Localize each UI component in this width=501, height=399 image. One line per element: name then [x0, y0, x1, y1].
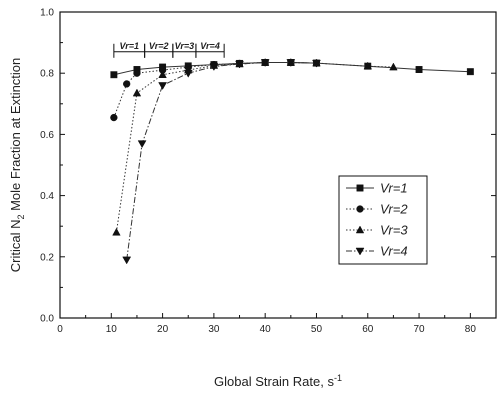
data-point	[123, 80, 131, 88]
y-tick-label: 0.4	[40, 191, 54, 202]
data-point	[235, 60, 244, 69]
legend-label: Vr=3	[380, 223, 408, 238]
annotations: Vr=1 Vr=2 Vr=3 Vr=4	[113, 41, 225, 58]
series-line	[115, 62, 394, 233]
data-point	[137, 140, 147, 149]
legend-label: Vr=2	[380, 202, 408, 217]
data-point	[363, 61, 372, 70]
data-point	[312, 59, 321, 68]
data-point	[132, 88, 142, 97]
x-tick-label: 40	[260, 324, 272, 335]
x-axis-title: Global Strain Rate, s-1	[214, 373, 342, 389]
x-tick-label: 20	[157, 324, 169, 335]
ticks: 0 10 20 30 40 50 60 70 80 0.0 0.2 0.4 0.6 0.8 1.0	[40, 8, 496, 335]
x-tick-label: 50	[311, 324, 323, 335]
x-tick-label: 30	[208, 324, 220, 335]
data-point	[286, 59, 296, 67]
y-tick-label: 0.6	[40, 130, 54, 141]
data-point	[133, 69, 141, 77]
data-point	[209, 63, 219, 71]
y-tick-label: 0.2	[40, 252, 54, 263]
legend-label: Vr=1	[380, 181, 408, 196]
legend: Vr=1 Vr=2 Vr=3 Vr=4	[338, 175, 428, 265]
legend-label: Vr=4	[380, 244, 408, 259]
legend-marker	[355, 247, 365, 256]
data-point	[415, 66, 423, 73]
legend-box	[338, 175, 428, 265]
data-point	[260, 59, 270, 67]
series-line	[113, 62, 317, 118]
data-point	[466, 68, 474, 76]
y-tick-label: 1.0	[40, 8, 54, 19]
annotation-label: Vr=1	[119, 41, 139, 51]
x-tick-label: 80	[465, 324, 477, 335]
x-tick-label: 60	[362, 324, 374, 335]
data-point	[158, 82, 168, 90]
x-tick-label: 0	[57, 324, 63, 335]
legend-marker	[356, 184, 364, 192]
data-point	[122, 256, 132, 265]
y-axis-title: Critical N2 Mole Fraction at Extinction	[8, 58, 26, 273]
x-tick-label: 70	[413, 324, 425, 335]
y-tick-label: 0.8	[40, 69, 54, 80]
series-4	[122, 59, 321, 265]
annotation-label: Vr=3	[175, 41, 195, 51]
data-point	[110, 71, 118, 79]
series-line	[126, 62, 317, 260]
data-point	[183, 69, 193, 78]
legend-marker	[356, 205, 364, 213]
plot-frame	[59, 11, 497, 319]
data-point	[158, 70, 167, 78]
annotation-label: Vr=4	[200, 41, 220, 51]
x-tick-label: 10	[106, 324, 118, 335]
series-group	[110, 57, 474, 265]
legend-marker	[355, 225, 365, 234]
data-point	[112, 227, 121, 236]
data-point	[389, 62, 398, 71]
annotation-label: Vr=2	[149, 41, 169, 51]
data-point	[110, 113, 118, 122]
y-tick-label: 0.0	[40, 314, 54, 325]
